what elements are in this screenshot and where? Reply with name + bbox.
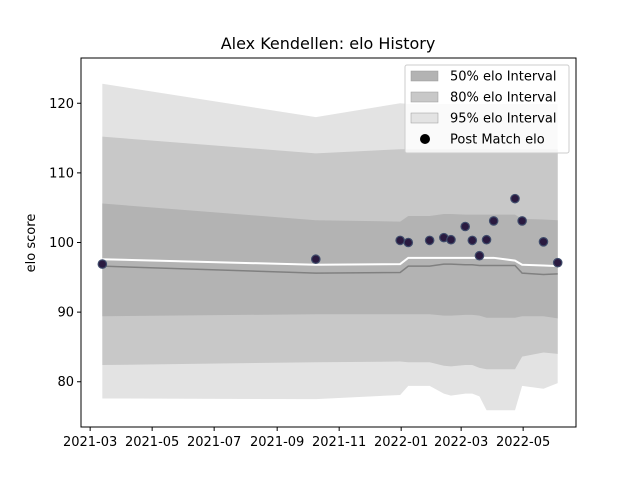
y-axis-ticks: 80 90 100 110 120 (49, 97, 81, 390)
band-50-interval (102, 203, 558, 319)
post-match-point (552, 257, 563, 268)
legend-swatch (410, 91, 439, 103)
legend-label: 95% elo Interval (450, 112, 557, 127)
legend-swatch (410, 70, 439, 82)
y-axis-label: elo score (24, 214, 39, 273)
x-tick-label: 2021-07 (187, 435, 241, 450)
x-tick-label: 2022-01 (374, 435, 428, 450)
post-match-point (97, 259, 108, 269)
post-match-point (517, 216, 527, 226)
y-tick-label: 90 (57, 306, 74, 321)
x-axis-ticks: 2021-03 2021-05 2021-07 2021-09 2021-11 2022-… (63, 427, 550, 450)
x-tick-label: 2021-05 (125, 435, 179, 450)
post-match-point (538, 237, 549, 247)
post-match-point (474, 250, 485, 261)
post-match-point (510, 193, 520, 204)
y-tick-label: 120 (49, 97, 74, 112)
legend-label: Post Match elo (450, 133, 545, 148)
post-match-point (310, 254, 321, 265)
legend-box (404, 64, 570, 154)
post-match-points (97, 193, 563, 269)
estimate-lines (102, 256, 558, 276)
mean-line (102, 256, 558, 268)
x-tick-label: 2022-05 (496, 435, 550, 450)
legend-label: 80% elo Interval (450, 91, 557, 106)
chart-title: Alex Kendellen: elo History (221, 34, 436, 53)
y-tick-label: 80 (57, 375, 74, 390)
legend: 50% elo Interval 80% elo Interval 95% elo … (404, 64, 570, 154)
post-match-point (403, 237, 414, 248)
y-tick-label: 110 (49, 166, 74, 181)
x-tick-label: 2021-09 (250, 435, 304, 450)
post-match-point (460, 221, 471, 232)
legend-swatch (410, 112, 439, 124)
x-tick-label: 2022-03 (434, 435, 488, 450)
median-line (102, 263, 558, 276)
post-match-point (467, 235, 478, 246)
x-tick-label: 2021-03 (63, 435, 117, 450)
legend-label: 50% elo Interval (450, 70, 557, 85)
x-tick-label: 2021-11 (312, 435, 366, 450)
legend-marker (420, 134, 430, 144)
post-match-point (481, 234, 492, 245)
y-tick-label: 100 (49, 236, 74, 251)
post-match-point (488, 216, 499, 226)
post-match-point (395, 235, 405, 246)
post-match-point (446, 234, 456, 245)
post-match-point (424, 235, 435, 246)
interval-bands (102, 83, 558, 411)
